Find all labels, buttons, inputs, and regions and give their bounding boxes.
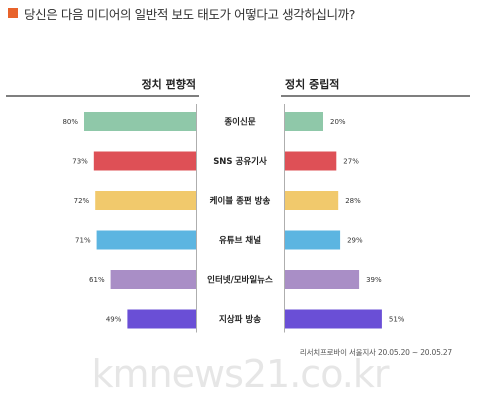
- value-label-left-cat-4: 61%: [89, 276, 105, 284]
- category-label-cat-2: 케이블 종편 방송: [210, 196, 271, 207]
- series-heading-right: 정치 중립적: [285, 77, 339, 91]
- bar-left-cat-4: [110, 270, 196, 289]
- category-label-cat-0: 종이신문: [224, 117, 255, 128]
- series-heading-left: 정치 편향적: [142, 77, 196, 91]
- value-label-right-cat-2: 28%: [345, 197, 361, 205]
- category-label-cat-3: 유튜브 채널: [219, 235, 261, 246]
- title-marker-icon: [8, 8, 18, 18]
- value-label-right-cat-3: 29%: [347, 237, 363, 245]
- bar-right-cat-4: [285, 270, 360, 289]
- value-label-left-cat-3: 71%: [75, 237, 91, 245]
- bar-left-cat-5: [127, 309, 196, 329]
- category-label-cat-1: SNS 공유기사: [213, 156, 267, 167]
- bar-left-cat-0: [84, 112, 196, 131]
- value-label-left-cat-0: 80%: [62, 118, 78, 126]
- source-note: 리서치프로바이 서울지사 20.05.20 ~ 20.05.27: [299, 348, 452, 357]
- value-label-left-cat-1: 73%: [72, 158, 88, 166]
- value-label-right-cat-5: 51%: [389, 316, 405, 324]
- value-label-right-cat-0: 20%: [330, 118, 346, 126]
- value-label-left-cat-2: 72%: [74, 197, 90, 205]
- value-label-right-cat-1: 27%: [343, 158, 359, 166]
- bar-right-cat-5: [285, 309, 382, 329]
- bar-right-cat-0: [285, 112, 323, 131]
- bar-right-cat-1: [285, 151, 337, 171]
- bar-left-cat-3: [96, 230, 196, 250]
- bar-right-cat-2: [285, 191, 339, 210]
- value-label-left-cat-5: 49%: [106, 316, 122, 324]
- bar-right-cat-3: [285, 230, 341, 250]
- category-label-cat-5: 지상파 방송: [219, 314, 261, 325]
- value-label-right-cat-4: 39%: [366, 276, 382, 284]
- bar-left-cat-1: [93, 151, 196, 171]
- bar-left-cat-2: [95, 191, 196, 210]
- chart-title: 당신은 다음 미디어의 일반적 보도 태도가 어떻다고 생각하십니까?: [24, 6, 355, 22]
- chart-title-row: 당신은 다음 미디어의 일반적 보도 태도가 어떻다고 생각하십니까?: [8, 5, 355, 22]
- category-label-cat-4: 인터넷/모바일뉴스: [207, 275, 273, 286]
